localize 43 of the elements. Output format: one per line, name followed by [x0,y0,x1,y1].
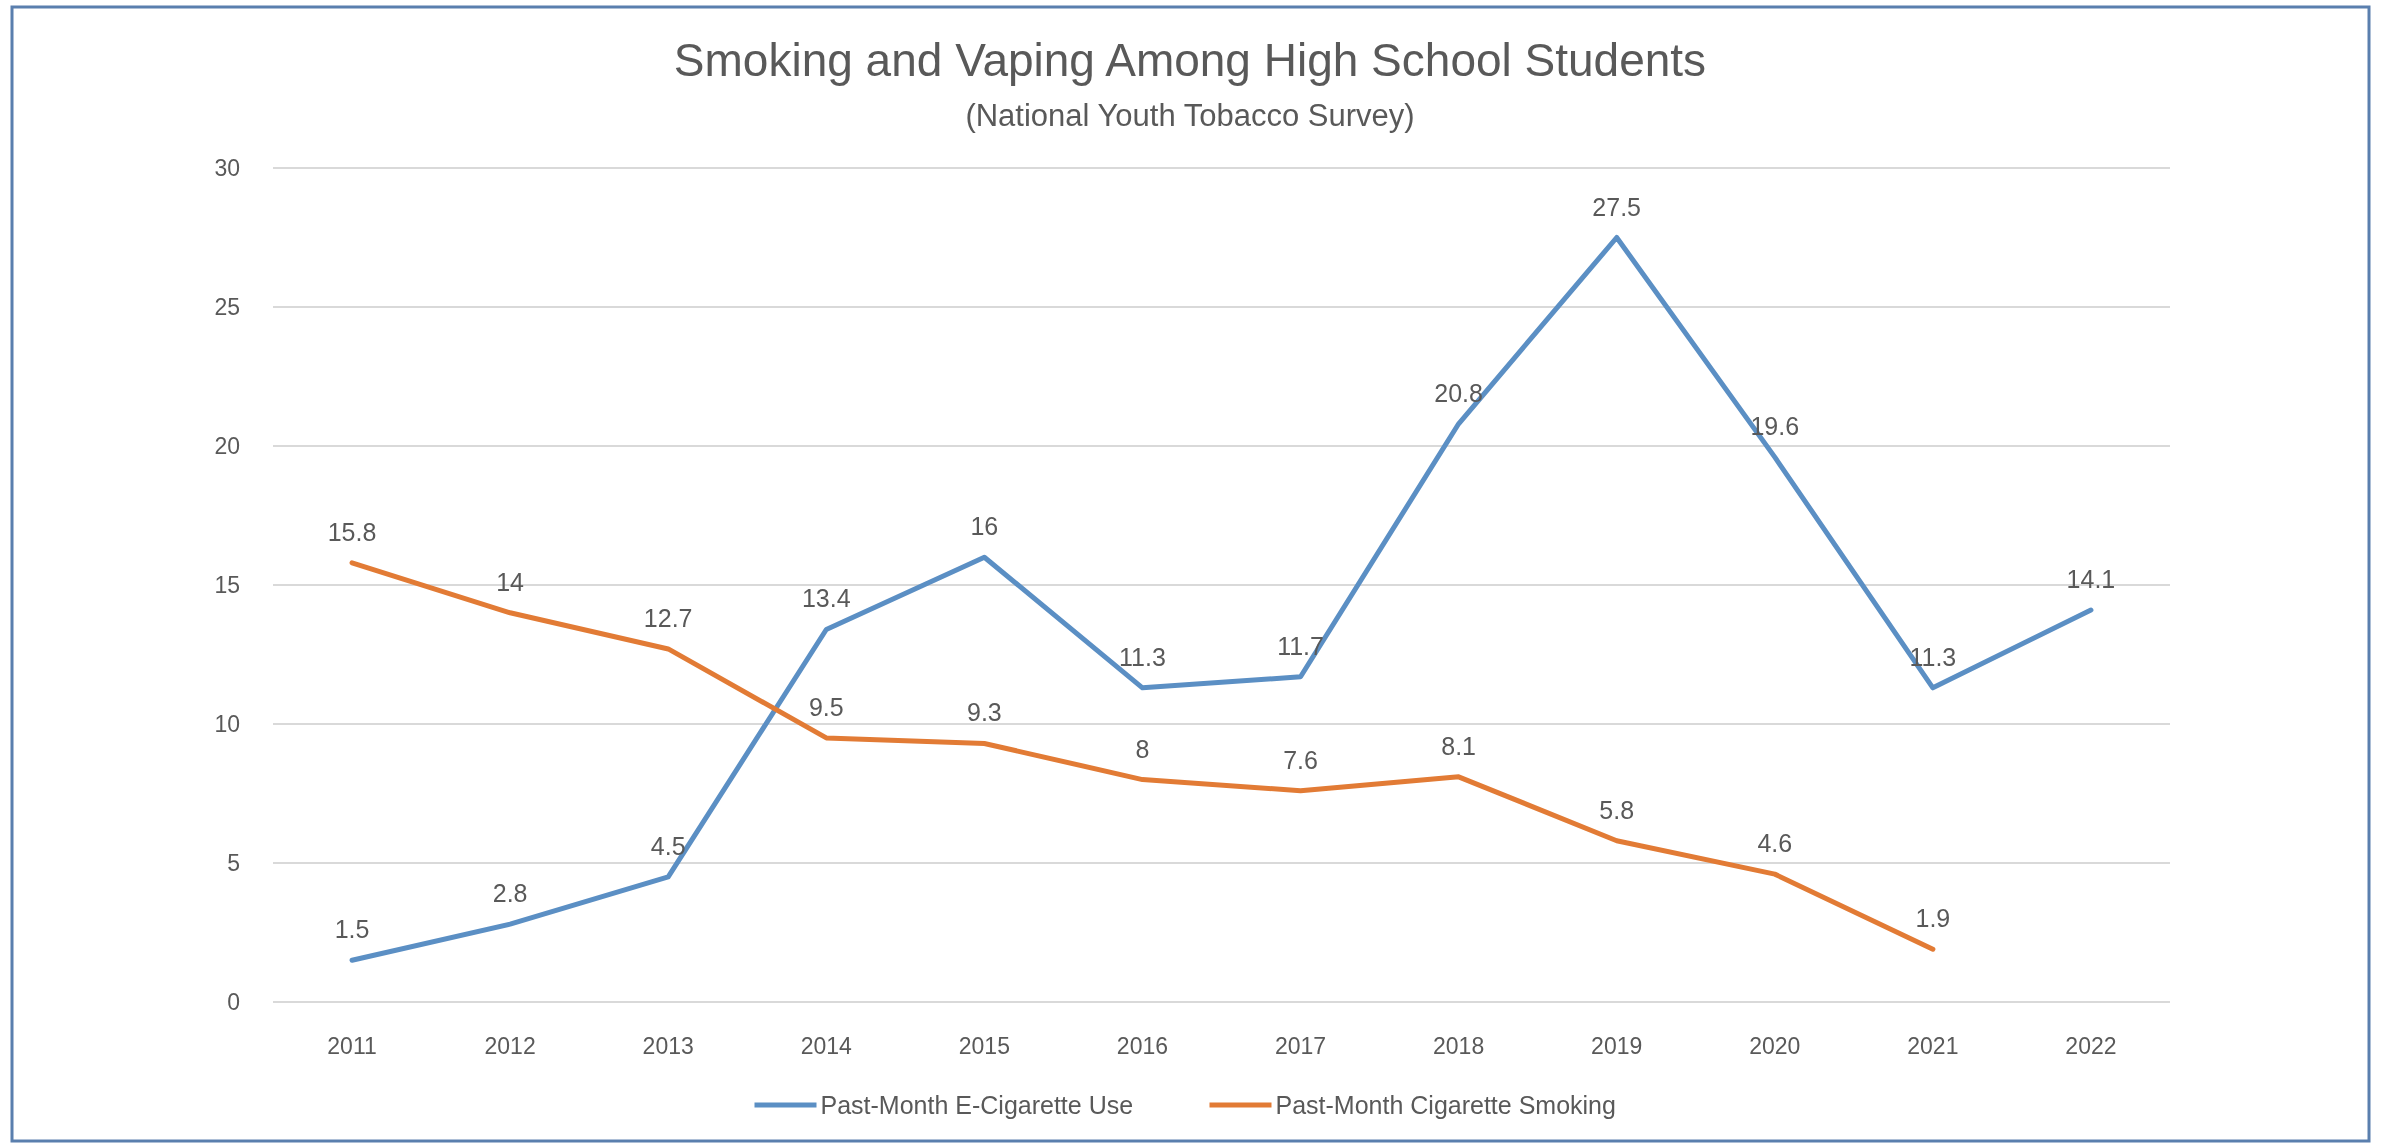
x-tick-label: 2020 [1749,1033,1801,1059]
data-label: 8 [1135,734,1150,763]
x-tick-label: 2016 [1116,1033,1169,1059]
legend-label: Past-Month E-Cigarette Use [820,1090,1134,1119]
data-label: 5.8 [1599,795,1635,824]
y-tick-label: 15 [214,572,240,599]
x-tick-label: 2019 [1591,1033,1643,1059]
data-label: 4.6 [1757,829,1793,858]
data-label: 13.4 [801,584,851,613]
y-tick-label: 10 [214,711,240,738]
data-label: 7.6 [1283,745,1318,774]
data-label: 14.1 [2066,565,2116,594]
chart-subtitle: (National Youth Tobacco Survey) [965,98,1415,133]
x-tick-label: 2015 [958,1033,1010,1059]
data-label: 20.8 [1434,378,1483,407]
x-tick-label: 2014 [800,1033,853,1059]
data-label: 16 [970,512,999,541]
x-tick-label: 2021 [1907,1033,1959,1059]
y-tick-label: 25 [214,294,240,321]
data-label: 8.1 [1441,731,1477,760]
data-label: 27.5 [1592,192,1642,221]
data-label: 12.7 [643,603,693,632]
chart-title: Smoking and Vaping Among High School Students [673,34,1707,86]
data-label: 14 [496,567,525,596]
y-tick-label: 20 [214,433,240,460]
x-tick-label: 2012 [484,1033,536,1059]
y-tick-label: 0 [227,989,240,1016]
data-label: 1.9 [1915,904,1951,933]
y-tick-label: 5 [227,850,240,877]
data-label: 9.5 [808,692,844,721]
data-label: 11.3 [1119,642,1166,671]
legend-label: Past-Month Cigarette Smoking [1275,1090,1616,1119]
x-tick-label: 2017 [1274,1033,1327,1059]
x-tick-label: 2011 [327,1033,377,1059]
data-label: 2.8 [492,879,528,908]
x-tick-label: 2018 [1433,1033,1485,1059]
y-tick-label: 30 [214,155,240,182]
x-tick-label: 2013 [642,1033,694,1059]
data-label: 15.8 [327,517,377,546]
data-label: 4.5 [650,831,686,860]
x-tick-label: 2022 [2065,1033,2117,1059]
data-label: 1.5 [334,915,370,944]
data-label: 9.3 [966,698,1002,727]
